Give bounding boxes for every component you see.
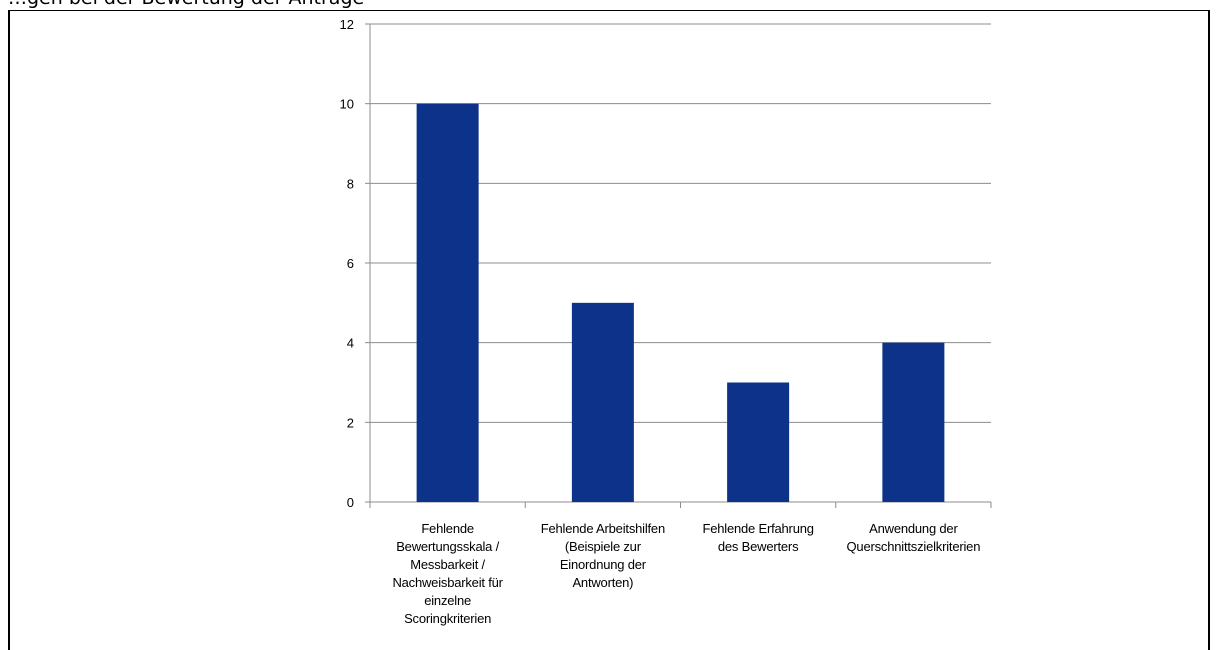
x-category-label: Anwendung der Querschnittszielkriterien bbox=[838, 520, 988, 556]
x-category-label-line: Scoringkriterien bbox=[404, 611, 492, 626]
y-tick-label: 6 bbox=[347, 256, 354, 271]
bar bbox=[416, 103, 479, 503]
x-category-label-line: einzelne bbox=[424, 593, 472, 608]
x-category-label-line: Fehlende Arbeitshilfen bbox=[540, 521, 665, 536]
x-category-label: Fehlende Arbeitshilfen (Beispiele zur Eino… bbox=[528, 520, 678, 592]
x-category-label: Fehlende Erfahrung des Bewerters bbox=[683, 520, 833, 556]
y-tick-label: 10 bbox=[340, 97, 354, 112]
bar bbox=[727, 382, 790, 502]
x-category-label-line: Antworten) bbox=[572, 575, 634, 590]
x-category-label: Fehlende Bewertungsskala / Messbarkeit / Na… bbox=[373, 520, 523, 628]
chart-frame bbox=[8, 10, 1210, 650]
x-category-label-line: Querschnittszielkriterien bbox=[846, 539, 981, 554]
bar bbox=[571, 302, 634, 502]
y-tick-label: 8 bbox=[347, 176, 354, 191]
x-category-label-line: Fehlende bbox=[421, 521, 474, 536]
y-tick-label: 0 bbox=[347, 495, 354, 510]
bar bbox=[882, 342, 945, 502]
x-category-label-line: Bewertungsskala / bbox=[396, 539, 500, 554]
x-category-label-line: Fehlende Erfahrung bbox=[702, 521, 814, 536]
x-category-label-line: Nachweisbarkeit für bbox=[392, 575, 503, 590]
y-tick-label: 2 bbox=[347, 415, 354, 430]
x-category-label-line: Anwendung der bbox=[869, 521, 958, 536]
y-tick-label: 12 bbox=[340, 17, 354, 32]
y-tick-label: 4 bbox=[347, 336, 354, 351]
x-category-label-line: des Bewerters bbox=[717, 539, 799, 554]
header-text: …gen bei der Bewertung der Anträge bbox=[8, 0, 364, 9]
x-category-label-line: Messbarkeit / bbox=[410, 557, 485, 572]
x-category-label-line: Einordnung der bbox=[559, 557, 646, 572]
x-category-label-line: (Beispiele zur bbox=[564, 539, 641, 554]
